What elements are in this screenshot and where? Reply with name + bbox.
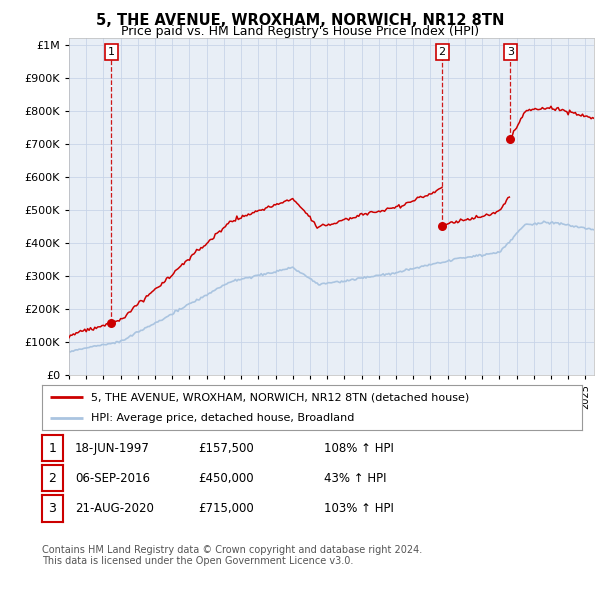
Text: £450,000: £450,000 bbox=[198, 471, 254, 485]
Text: HPI: Average price, detached house, Broadland: HPI: Average price, detached house, Broa… bbox=[91, 412, 354, 422]
Point bbox=[107, 318, 116, 327]
Text: 21-AUG-2020: 21-AUG-2020 bbox=[75, 502, 154, 515]
Text: 1: 1 bbox=[49, 441, 56, 455]
Text: £157,500: £157,500 bbox=[198, 441, 254, 455]
Point bbox=[437, 222, 447, 231]
Text: 43% ↑ HPI: 43% ↑ HPI bbox=[324, 471, 386, 485]
Text: 1: 1 bbox=[108, 47, 115, 57]
Text: 06-SEP-2016: 06-SEP-2016 bbox=[75, 471, 150, 485]
Text: 103% ↑ HPI: 103% ↑ HPI bbox=[324, 502, 394, 515]
Text: 2: 2 bbox=[49, 471, 56, 485]
Text: 18-JUN-1997: 18-JUN-1997 bbox=[75, 441, 150, 455]
Text: 5, THE AVENUE, WROXHAM, NORWICH, NR12 8TN (detached house): 5, THE AVENUE, WROXHAM, NORWICH, NR12 8T… bbox=[91, 392, 469, 402]
Text: 3: 3 bbox=[49, 502, 56, 515]
Text: £715,000: £715,000 bbox=[198, 502, 254, 515]
Text: 108% ↑ HPI: 108% ↑ HPI bbox=[324, 441, 394, 455]
Point bbox=[506, 134, 515, 143]
Text: This data is licensed under the Open Government Licence v3.0.: This data is licensed under the Open Gov… bbox=[42, 556, 353, 566]
Text: 2: 2 bbox=[439, 47, 446, 57]
Text: Contains HM Land Registry data © Crown copyright and database right 2024.: Contains HM Land Registry data © Crown c… bbox=[42, 545, 422, 555]
Text: Price paid vs. HM Land Registry's House Price Index (HPI): Price paid vs. HM Land Registry's House … bbox=[121, 25, 479, 38]
Text: 5, THE AVENUE, WROXHAM, NORWICH, NR12 8TN: 5, THE AVENUE, WROXHAM, NORWICH, NR12 8T… bbox=[96, 13, 504, 28]
Text: 3: 3 bbox=[507, 47, 514, 57]
